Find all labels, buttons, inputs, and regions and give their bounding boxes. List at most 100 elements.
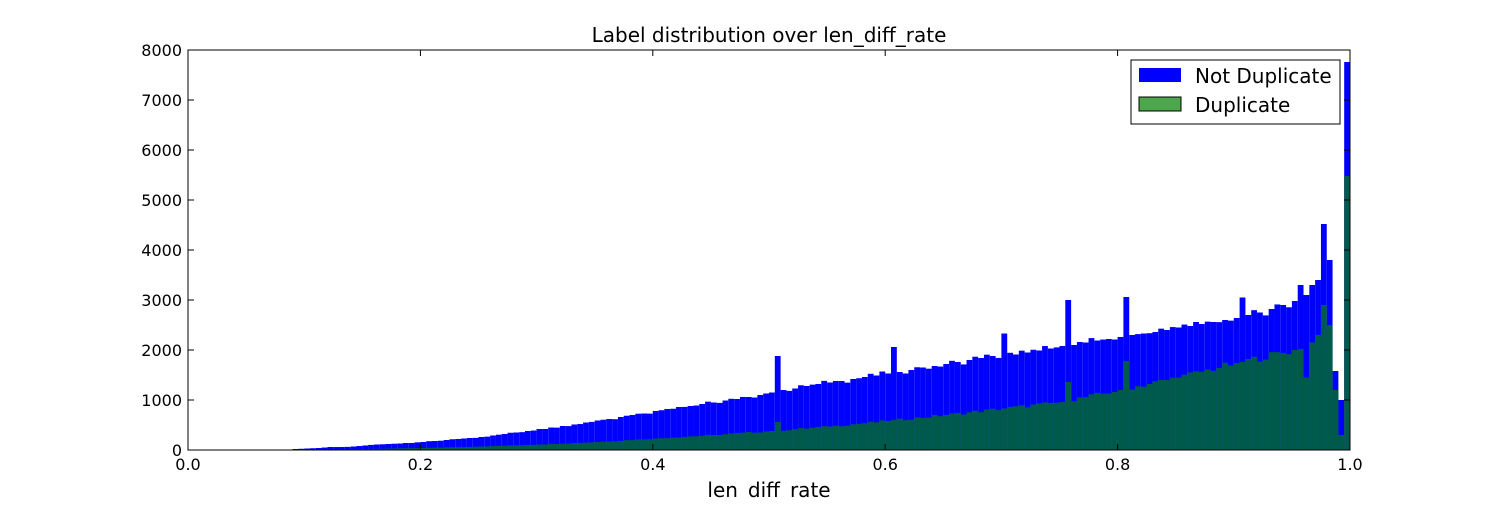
bar-duplicate — [1344, 176, 1350, 450]
bar-duplicate — [664, 438, 670, 450]
bar-duplicate — [624, 440, 630, 450]
bar-duplicate — [769, 431, 775, 450]
bar-duplicate — [908, 420, 914, 450]
x-tick-label: 0.8 — [1105, 455, 1130, 474]
bar-duplicate — [525, 445, 531, 450]
bar-duplicate — [479, 447, 485, 451]
bar-duplicate — [1228, 366, 1234, 450]
bar-duplicate — [746, 432, 752, 450]
bar-duplicate — [1100, 394, 1106, 451]
bar-duplicate — [723, 434, 729, 450]
bar-duplicate — [1274, 352, 1280, 450]
y-tick-label: 5000 — [141, 191, 182, 210]
bar-duplicate — [990, 409, 996, 450]
bar-duplicate — [1001, 409, 1007, 451]
bar-duplicate — [659, 438, 665, 450]
bar-duplicate — [699, 436, 705, 450]
bar-duplicate — [949, 413, 955, 450]
bar-duplicate — [1112, 392, 1118, 450]
bar-duplicate — [885, 421, 891, 450]
bar-duplicate — [1089, 394, 1095, 450]
y-tick-label: 1000 — [141, 391, 182, 410]
bar-duplicate — [1118, 390, 1124, 450]
bar-duplicate — [484, 446, 490, 450]
bar-duplicate — [740, 433, 746, 450]
bar-duplicate — [1007, 407, 1013, 450]
bar-duplicate — [850, 424, 856, 450]
bar-duplicate — [1030, 404, 1036, 450]
bar-duplicate — [571, 443, 577, 450]
legend-label-not-duplicate: Not Duplicate — [1195, 64, 1332, 88]
x-tick-label: 0.6 — [872, 455, 897, 474]
bar-duplicate — [943, 415, 949, 450]
bar-duplicate — [757, 432, 763, 450]
bar-duplicate — [537, 445, 543, 451]
bar-duplicate — [1216, 368, 1222, 450]
bar-duplicate — [1071, 401, 1077, 450]
bar-duplicate — [519, 445, 525, 450]
bar-duplicate — [1182, 375, 1188, 450]
bar-duplicate — [862, 423, 868, 450]
bar-duplicate — [1019, 405, 1025, 450]
bar-duplicate — [1187, 372, 1193, 450]
legend-swatch-not-duplicate — [1139, 68, 1181, 82]
bar-duplicate — [891, 420, 897, 450]
bar-duplicate — [717, 435, 723, 450]
bar-duplicate — [792, 429, 798, 450]
bar-duplicate — [1042, 402, 1048, 450]
bar-duplicate — [490, 446, 496, 450]
bar-duplicate — [653, 439, 659, 451]
bar-duplicate — [839, 426, 845, 450]
bar-duplicate — [734, 433, 740, 450]
bar-duplicate — [827, 427, 833, 451]
bar-duplicate — [833, 426, 839, 450]
bar-duplicate — [984, 409, 990, 450]
bar-duplicate — [554, 444, 560, 450]
bar-duplicate — [502, 446, 508, 450]
bar-duplicate — [874, 422, 880, 450]
bar-duplicate — [513, 445, 519, 450]
bar-duplicate — [647, 439, 653, 450]
bar-duplicate — [1048, 403, 1054, 450]
y-tick-label: 6000 — [141, 141, 182, 160]
bar-duplicate — [1141, 387, 1147, 450]
bar-duplicate — [560, 444, 566, 450]
bar-duplicate — [676, 438, 682, 450]
bar-duplicate — [1298, 349, 1304, 450]
bar-duplicate — [1309, 342, 1315, 450]
bar-duplicate — [1152, 381, 1158, 450]
bar-duplicate — [961, 414, 967, 450]
bar-duplicate — [531, 445, 537, 450]
y-tick-label: 8000 — [141, 41, 182, 60]
bar-duplicate — [996, 410, 1002, 450]
bar-duplicate — [612, 441, 618, 450]
bar-duplicate — [1222, 363, 1228, 450]
legend-label-duplicate: Duplicate — [1195, 93, 1290, 117]
bar-duplicate — [682, 437, 688, 450]
bar-duplicate — [815, 427, 821, 450]
bar-duplicate — [798, 428, 804, 450]
bar-duplicate — [763, 431, 769, 450]
x-tick-label: 1.0 — [1337, 455, 1362, 474]
bar-duplicate — [897, 419, 903, 450]
bar-duplicate — [810, 428, 816, 450]
bar-duplicate — [856, 424, 862, 450]
bar-duplicate — [1234, 363, 1240, 450]
bar-duplicate — [845, 426, 851, 450]
bar-duplicate — [1315, 335, 1321, 450]
bar-duplicate — [1280, 353, 1286, 450]
bar-duplicate — [1304, 378, 1310, 451]
bar-duplicate — [1077, 398, 1083, 450]
bar-duplicate — [868, 422, 874, 450]
bar-duplicate — [1193, 371, 1199, 450]
bar-duplicate — [926, 418, 932, 450]
bar-duplicate — [1025, 407, 1031, 450]
bar-duplicate — [577, 443, 583, 450]
bar-duplicate — [618, 441, 624, 450]
x-tick-label: 0.4 — [640, 455, 665, 474]
bar-duplicate — [1333, 390, 1339, 450]
bar-duplicate — [601, 442, 607, 450]
bar-duplicate — [1292, 350, 1298, 450]
bar-duplicate — [1176, 378, 1182, 451]
bar-duplicate — [688, 436, 694, 450]
